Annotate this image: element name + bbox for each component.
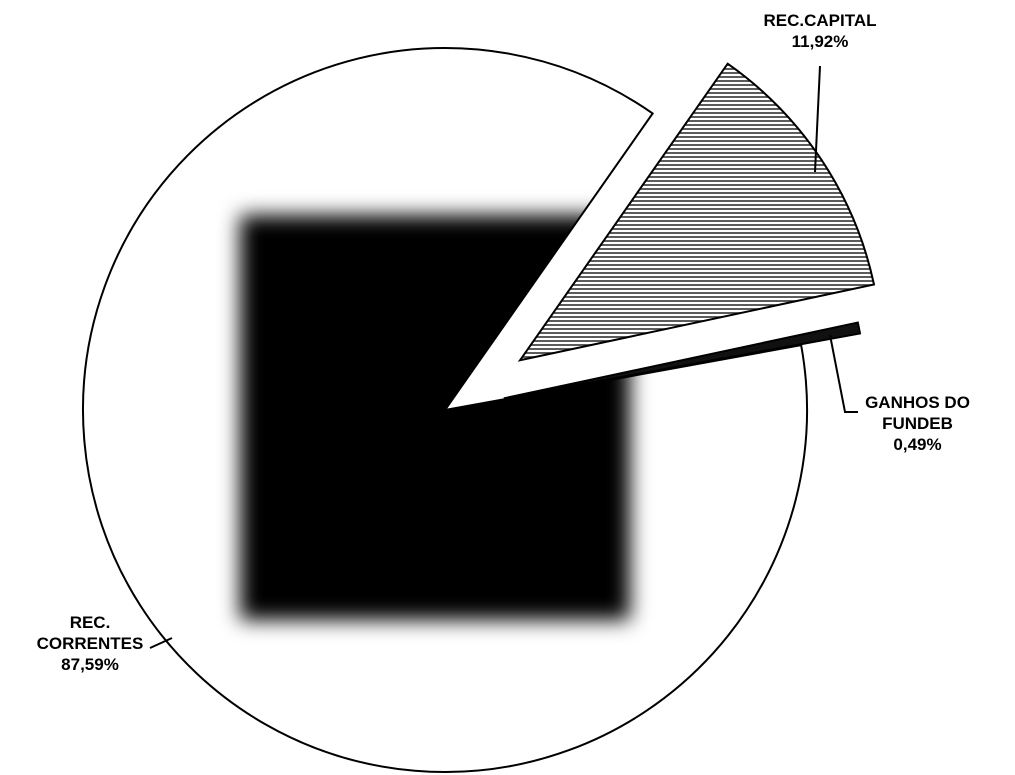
label-text: 0,49%: [893, 435, 942, 454]
leaders: [149, 65, 858, 649]
label-text: GANHOS DO FUNDEB: [865, 393, 970, 433]
scan-texture: [240, 215, 630, 620]
leader-line: [149, 637, 173, 649]
slice: [517, 62, 876, 362]
label-text: REC. CORRENTES: [36, 613, 144, 653]
leader-line: [829, 334, 858, 413]
label-text: 87,59%: [61, 655, 119, 674]
label-text: 11,92%: [791, 32, 849, 51]
pie: [82, 46, 876, 773]
slice: [503, 321, 862, 400]
slice-label: REC. CORRENTES 87,59%: [30, 612, 150, 675]
leader-line: [814, 65, 821, 173]
label-text: REC.CAPITAL: [763, 11, 877, 30]
slice-label: GANHOS DO FUNDEB 0,49%: [845, 392, 990, 455]
slice-label: REC.CAPITAL 11,92%: [740, 10, 900, 52]
